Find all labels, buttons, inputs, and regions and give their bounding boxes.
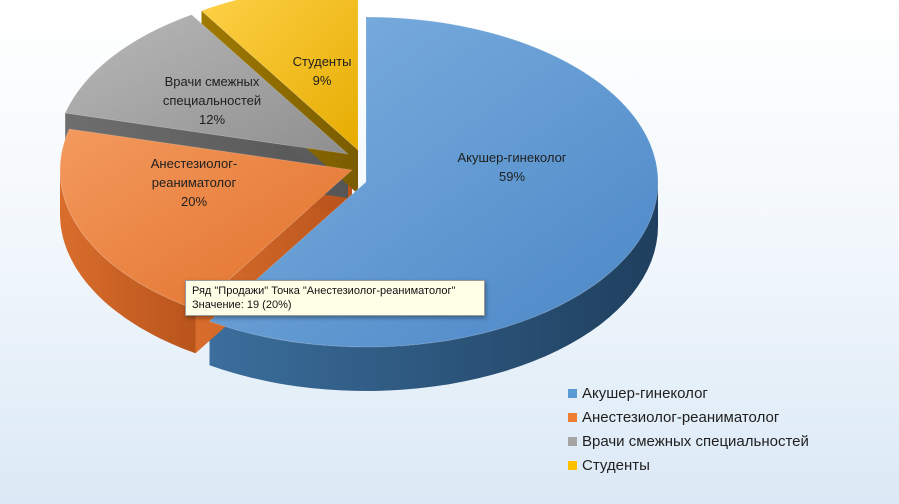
legend-item-3: Врачи смежных специальностей (568, 429, 809, 453)
legend: Акушер-гинеколог Анестезиолог-реаниматоло… (568, 381, 809, 477)
data-label-1-line-1: Акушер-гинеколог (457, 150, 566, 165)
data-label-1-line-2: 59% (499, 169, 525, 184)
pie-side-1 (209, 182, 658, 391)
pie-slice-4[interactable] (200, 0, 359, 152)
pie-slice-1[interactable] (208, 16, 659, 348)
legend-item-2: Анестезиолог-реаниматолог (568, 405, 809, 429)
pie-slice-2[interactable] (59, 128, 354, 310)
tooltip: Ряд "Продажи" Точка "Анестезиолог-реаним… (185, 280, 485, 316)
data-label-2-line-2: реаниматолог (152, 175, 237, 190)
data-labels: Акушер-гинеколог 59% Анестезиолог-реанимат… (151, 54, 567, 209)
pie-tops (59, 0, 659, 348)
data-label-3-line-2: специальностей (163, 93, 261, 108)
legend-swatch (568, 436, 577, 446)
legend-item-1: Акушер-гинеколог (568, 381, 809, 405)
legend-label: Студенты (582, 456, 650, 474)
data-label-4-line-1: Студенты (293, 54, 352, 69)
legend-label: Акушер-гинеколог (582, 384, 708, 402)
legend-swatch (568, 412, 577, 422)
data-label-2-line-1: Анестезиолог- (151, 156, 238, 171)
pie-side-2 (60, 170, 196, 354)
legend-swatch (568, 460, 577, 470)
tooltip-line-2: Значение: 19 (20%) (192, 299, 292, 311)
data-label-2-line-3: 20% (181, 194, 207, 209)
data-label-3-line-3: 12% (199, 112, 225, 127)
data-label-3-line-1: Врачи смежных (165, 74, 260, 89)
legend-label: Анестезиолог-реаниматолог (582, 408, 780, 426)
legend-item-4: Студенты (568, 453, 809, 477)
tooltip-line-1: Ряд "Продажи" Точка "Анестезиолог-реаним… (192, 285, 456, 297)
data-label-4-line-2: 9% (313, 73, 332, 88)
pie-slice-3[interactable] (64, 14, 350, 155)
legend-label: Врачи смежных специальностей (582, 432, 809, 450)
legend-swatch (568, 388, 577, 398)
